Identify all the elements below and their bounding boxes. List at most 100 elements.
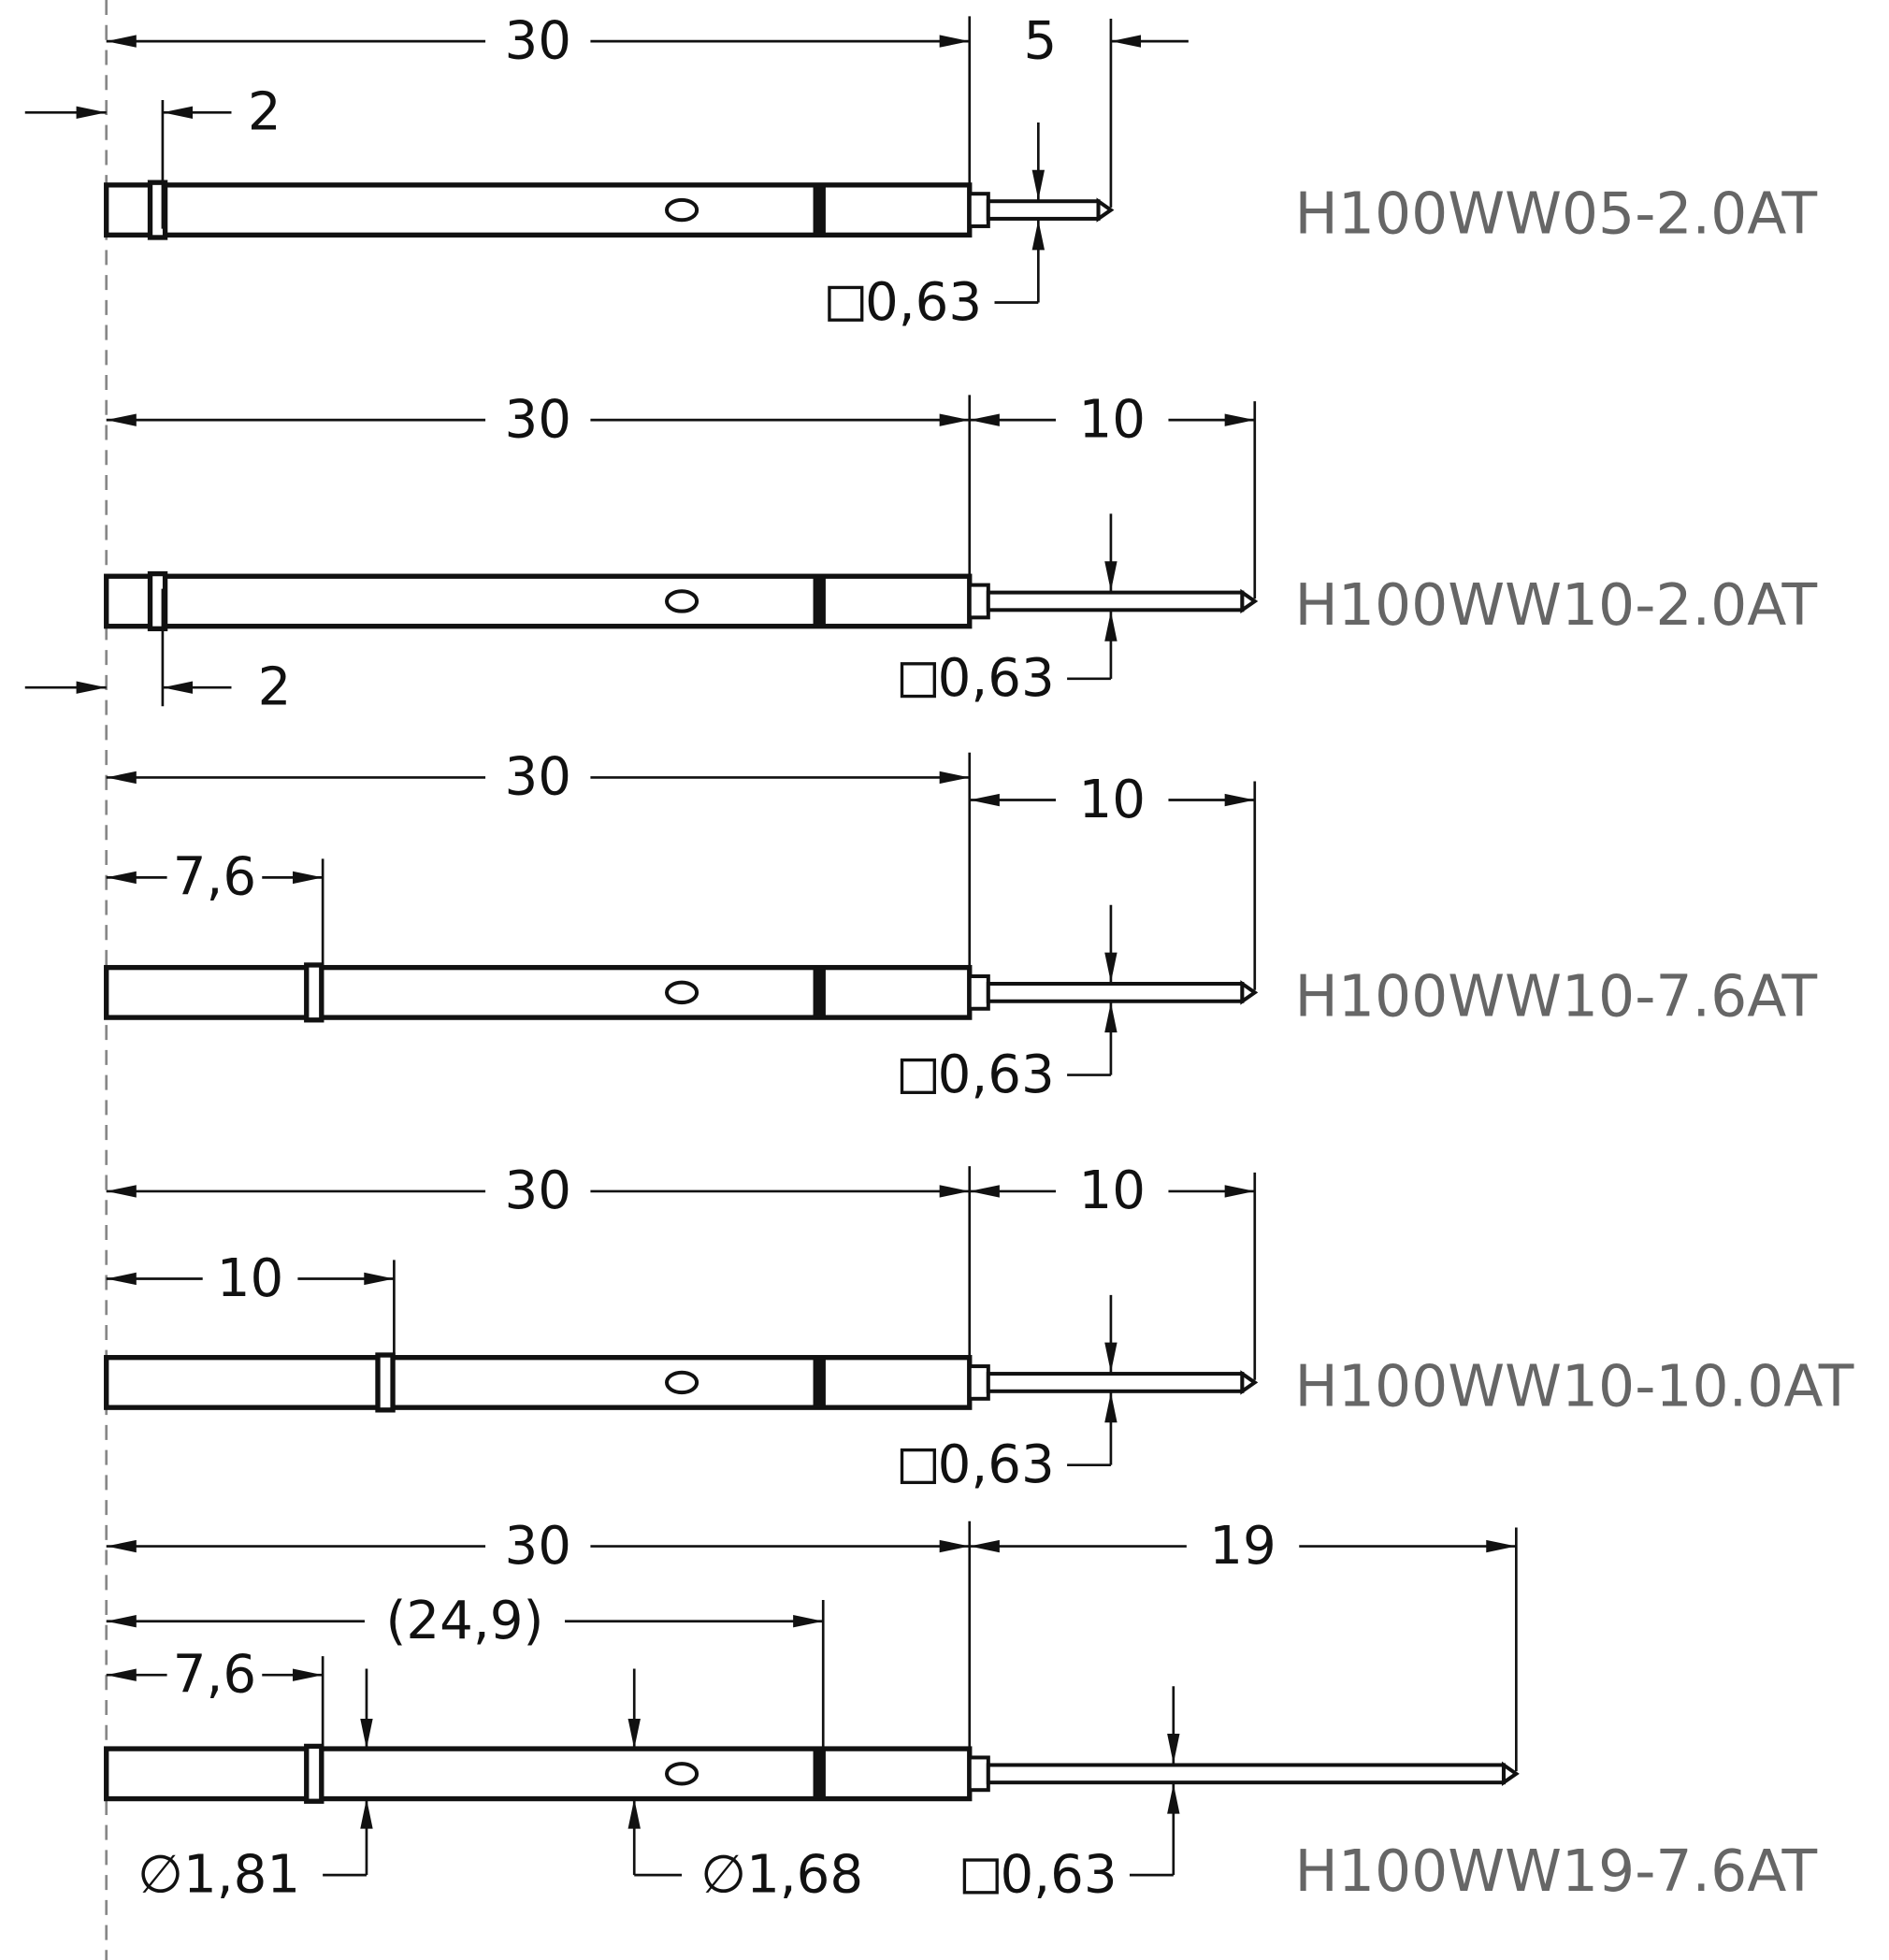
arrowhead [969, 413, 1000, 426]
dimension-label: 10 [217, 1248, 283, 1309]
dimension-label: 10 [1079, 389, 1146, 450]
arrowhead [162, 106, 194, 119]
dimension-label: ∅1,81 [137, 1844, 300, 1905]
dimension-label: 0,63 [1001, 1844, 1118, 1905]
dimension-label: 2 [258, 657, 292, 718]
square-symbol [900, 1058, 936, 1094]
dimension-label: 7,6 [173, 847, 256, 908]
dimension-label: 2 [248, 82, 281, 143]
arrowhead [106, 871, 137, 885]
arrowhead [106, 1272, 137, 1286]
dimension-label: 30 [504, 1516, 570, 1577]
band [813, 1749, 826, 1799]
arrowhead [76, 106, 107, 119]
wire-wrap-pin [986, 1372, 1245, 1393]
arrowhead [360, 1798, 373, 1829]
arrowhead [1031, 169, 1045, 200]
part-number: H100WW19-7.6AT [1295, 1838, 1818, 1905]
part-number: H100WW10-2.0AT [1295, 571, 1818, 639]
arrowhead [1224, 793, 1255, 807]
arrowhead [1104, 952, 1118, 983]
dimension-label: 30 [504, 10, 570, 71]
arrowhead [939, 771, 970, 785]
dimension-label: 30 [504, 1160, 570, 1221]
wire-wrap-pin [986, 590, 1245, 612]
arrowhead [106, 413, 137, 426]
arrowhead [106, 1668, 137, 1681]
arrowhead [162, 681, 194, 694]
pin-tip [1501, 1761, 1520, 1787]
arrowhead [1167, 1783, 1180, 1814]
pin-body [104, 1355, 973, 1410]
dimension-label: ∅1,68 [700, 1844, 863, 1905]
arrowhead [1104, 611, 1118, 641]
dimension-label: 5 [1023, 10, 1057, 71]
arrowhead [106, 1539, 137, 1553]
step [967, 192, 990, 228]
band [813, 576, 826, 627]
square-symbol [962, 1858, 999, 1895]
band [813, 1357, 826, 1408]
band [813, 967, 826, 1018]
wire-wrap-pin [986, 199, 1101, 221]
arrowhead [1104, 1392, 1118, 1423]
step [967, 973, 990, 1011]
wire-wrap-pin [986, 1763, 1506, 1785]
pin-tip [1240, 980, 1259, 1005]
arrowhead [106, 35, 137, 48]
arrowhead [939, 35, 970, 48]
hole [665, 980, 699, 1005]
arrowhead [106, 1185, 137, 1198]
arrowhead [939, 1185, 970, 1198]
arrowhead [364, 1272, 395, 1286]
square-symbol [828, 285, 864, 322]
arrowhead [627, 1798, 641, 1829]
wire-wrap-pin [986, 982, 1245, 1003]
arrowhead [939, 413, 970, 426]
pin-tip [1240, 588, 1259, 614]
arrowhead [1104, 561, 1118, 592]
arrowhead [1104, 1342, 1118, 1373]
arrowhead [969, 1185, 1000, 1198]
hole [665, 589, 699, 613]
dimension-label: 0,63 [938, 1434, 1055, 1495]
dimension-label: 19 [1209, 1516, 1276, 1577]
step [967, 1364, 990, 1401]
dimension-label: 30 [504, 389, 570, 450]
step [967, 583, 990, 620]
part-number: H100WW05-2.0AT [1295, 180, 1818, 248]
collar [375, 1352, 396, 1413]
square-symbol [900, 1448, 936, 1485]
pin-tip [1096, 197, 1115, 223]
dimension-label: 7,6 [173, 1645, 256, 1706]
step [967, 1755, 990, 1793]
hole [665, 1762, 699, 1786]
hole [665, 1370, 699, 1395]
square-symbol [900, 662, 936, 699]
arrowhead [293, 871, 324, 885]
dimension-label: 10 [1079, 770, 1146, 830]
dimension-label: 30 [504, 747, 570, 808]
arrowhead [106, 771, 137, 785]
arrowhead [793, 1615, 824, 1628]
part-number: H100WW10-7.6AT [1295, 962, 1818, 1030]
hole [665, 197, 699, 223]
pin-body [104, 1746, 973, 1802]
pin-body [104, 964, 973, 1020]
pin-tip [1240, 1370, 1259, 1395]
part-number: H100WW10-10.0AT [1295, 1353, 1854, 1420]
collar [304, 1743, 324, 1804]
dimension-label: 0,63 [865, 272, 982, 333]
arrowhead [360, 1719, 373, 1750]
pin-body [104, 182, 973, 238]
arrowhead [76, 681, 107, 694]
arrowhead [1224, 413, 1255, 426]
arrowhead [1031, 220, 1045, 251]
dimension-label: (24,9) [386, 1591, 544, 1651]
arrowhead [969, 1539, 1000, 1553]
arrowhead [106, 1615, 137, 1628]
arrowhead [1110, 35, 1142, 48]
arrowhead [1167, 1734, 1180, 1765]
